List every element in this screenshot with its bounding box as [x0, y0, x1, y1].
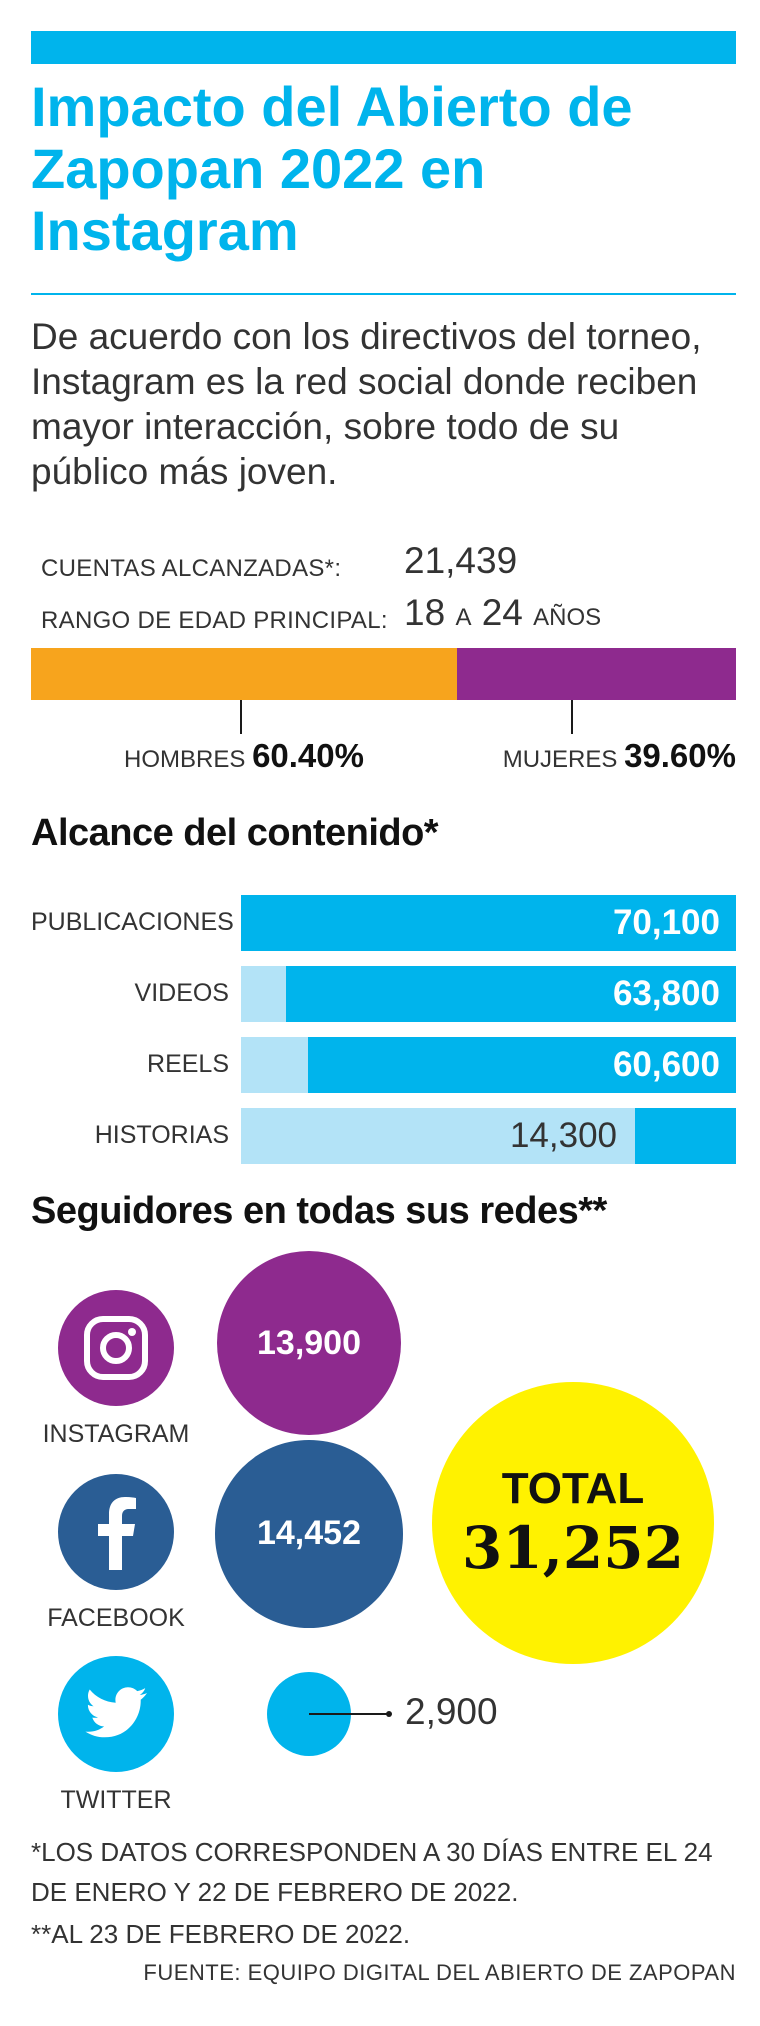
age-to: 24	[481, 592, 523, 633]
top-accent-bar	[31, 31, 736, 64]
hombres-value: 60.40%	[252, 737, 364, 774]
bubble-facebook: 14,452	[215, 1440, 403, 1628]
mujeres-pointer	[571, 700, 574, 734]
bar-segment-mujeres	[456, 648, 736, 700]
age-unit: AÑOS	[533, 604, 602, 631]
followers-section-title: Seguidores en todas sus redes**	[31, 1190, 607, 1232]
twitter-label: TWITTER	[60, 1786, 172, 1814]
twitter-leader-dot	[386, 1711, 392, 1717]
bubble-instagram: 13,900	[217, 1251, 401, 1435]
reach-label-reels: REELS	[147, 1050, 229, 1078]
twitter-icon	[58, 1656, 174, 1772]
reach-value-publicaciones: 70,100	[612, 903, 720, 942]
page-title: Impacto del Abierto de Zapopan 2022 en I…	[31, 75, 633, 262]
bubble-total: TOTAL 31,252	[432, 1382, 714, 1664]
facebook-label: FACEBOOK	[47, 1604, 185, 1632]
age-from: 18	[404, 592, 446, 633]
reach-bar-publicaciones	[241, 895, 736, 951]
hombres-category: HOMBRES	[124, 746, 246, 773]
mujeres-label: MUJERES 39.60%	[503, 737, 736, 775]
total-value: 31,252	[462, 1514, 684, 1582]
instagram-label: INSTAGRAM	[42, 1420, 190, 1448]
reach-value-historias: 14,300	[509, 1116, 618, 1155]
reach-label-historias: HISTORIAS	[94, 1121, 229, 1149]
reach-track-reels: 60,600	[241, 1037, 736, 1093]
mujeres-category: MUJERES	[502, 746, 618, 773]
accounts-reached-value: 21,439	[404, 540, 518, 581]
mujeres-value: 39.60%	[624, 737, 736, 774]
bar-segment-hombres	[31, 648, 457, 700]
hombres-pointer	[239, 700, 242, 734]
total-label: TOTAL	[501, 1464, 645, 1513]
footnote-followers-date: **AL 23 DE FEBRERO DE 2022.	[31, 1919, 411, 1949]
reach-bar-historias	[635, 1108, 736, 1164]
instagram-followers-value: 13,900	[257, 1323, 361, 1362]
reach-label-publicaciones: PUBLICACIONES	[31, 908, 234, 936]
twitter-followers-value: 2,900	[405, 1691, 498, 1732]
reach-value-reels: 60,600	[612, 1045, 720, 1084]
gender-split-bar	[31, 648, 736, 700]
accounts-reached-label: CUENTAS ALCANZADAS*:	[41, 555, 342, 582]
reach-section-title: Alcance del contenido*	[31, 812, 439, 854]
instagram-icon	[58, 1290, 174, 1406]
intro-paragraph: De acuerdo con los directivos del torneo…	[31, 316, 702, 492]
facebook-icon	[58, 1474, 174, 1590]
reach-track-historias: 14,300	[241, 1108, 736, 1164]
title-divider	[31, 293, 736, 295]
reach-label-videos: VIDEOS	[134, 979, 229, 1007]
twitter-leader-line	[309, 1713, 389, 1715]
reach-bar-videos	[285, 966, 736, 1022]
age-range-value: 18 A 24 AÑOS	[404, 592, 601, 634]
facebook-followers-value: 14,452	[256, 1514, 361, 1553]
reach-track-publicaciones: 70,100	[241, 895, 736, 951]
age-range-label: RANGO DE EDAD PRINCIPAL:	[41, 607, 388, 634]
hombres-label: HOMBRES 60.40%	[124, 737, 364, 775]
source-credit: FUENTE: EQUIPO DIGITAL DEL ABIERTO DE ZA…	[143, 1960, 736, 1985]
reach-value-videos: 63,800	[612, 974, 720, 1013]
reach-bar-reels	[308, 1037, 736, 1093]
reach-track-videos: 63,800	[241, 966, 736, 1022]
footnote-data-period: *LOS DATOS CORRESPONDEN A 30 DÍAS ENTRE …	[31, 1837, 713, 1907]
age-sep: A	[455, 604, 472, 631]
